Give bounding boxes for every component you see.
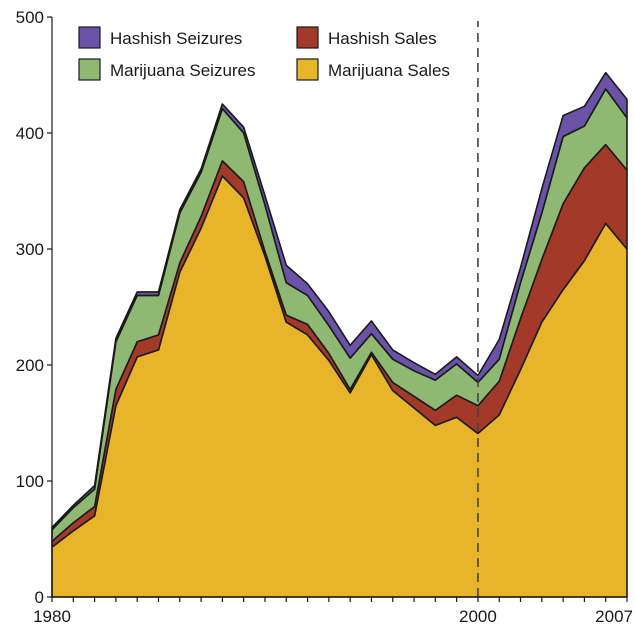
legend-swatch-marijuana-sales	[296, 58, 319, 81]
series-hashish-seizures-area	[51, 71, 628, 531]
area-layers	[51, 71, 628, 598]
legend-label-marijuana-sales: Marijuana Sales	[328, 61, 450, 80]
y-tick-label-400: 400	[16, 124, 44, 143]
x-axis-ticks: 1980 2000 2007	[33, 597, 633, 626]
x-tick-label-1980: 1980	[33, 607, 71, 626]
y-tick-label-100: 100	[16, 472, 44, 491]
x-tick-label-2000: 2000	[459, 607, 497, 626]
axes: 0 100 200 300 400 500 1980 2000 2007	[16, 8, 633, 626]
legend-swatch-hashish-seizures	[78, 26, 101, 49]
y-tick-label-500: 500	[16, 8, 44, 27]
y-tick-label-300: 300	[16, 240, 44, 259]
y-tick-label-0: 0	[35, 588, 44, 607]
x-tick-label-2007: 2007	[595, 607, 633, 626]
legend-label-hashish-seizures: Hashish Seizures	[110, 29, 242, 48]
y-tick-label-200: 200	[16, 356, 44, 375]
legend-swatch-hashish-sales	[296, 26, 319, 49]
legend: Hashish Seizures Hashish Sales Marijuana S…	[78, 26, 450, 81]
legend-label-marijuana-seizures: Marijuana Seizures	[110, 61, 256, 80]
legend-swatch-marijuana-seizures	[78, 58, 101, 81]
legend-label-hashish-sales: Hashish Sales	[328, 29, 437, 48]
y-axis-ticks: 0 100 200 300 400 500	[16, 8, 52, 607]
